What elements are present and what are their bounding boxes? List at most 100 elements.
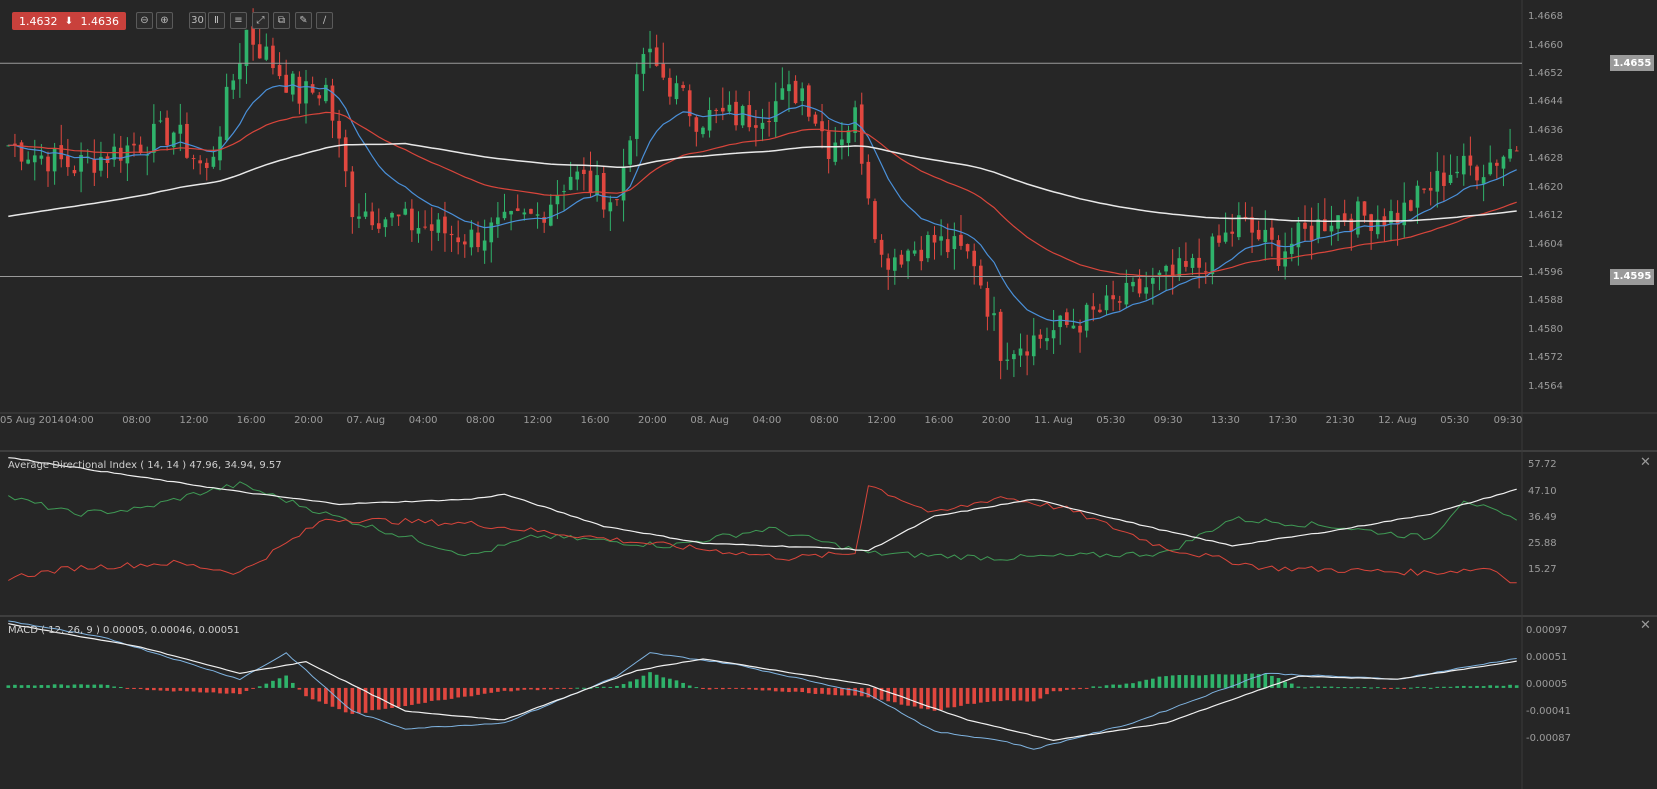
price-axis-tick: 1.4628 [1528,153,1563,165]
settings-icon[interactable]: ≡ [230,12,247,29]
time-axis-label: 04:00 [752,415,782,426]
macd-histogram-bar [112,686,116,688]
macd-histogram-bar [310,687,315,700]
macd-histogram-bar [535,687,540,691]
macd-histogram-bar [277,678,282,688]
candle-body [138,144,143,154]
candle-body [1316,219,1321,239]
time-axis-label: 17:30 [1268,415,1298,426]
candle-body [1078,325,1082,333]
candle-body [615,199,619,201]
macd-histogram-bar [840,687,844,696]
candle-body [840,139,844,146]
macd-histogram-bar [46,685,50,688]
candle-body [760,122,765,129]
candle-body [1402,202,1407,226]
adx-axis-tick: 36.49 [1528,511,1557,523]
candle-body [1415,185,1420,208]
candle-body [370,211,374,226]
chart-type-icon[interactable]: Ⅱ [208,12,225,29]
candle-body [747,105,752,128]
macd-histogram-bar [1402,687,1407,689]
macd-histogram-bar [1375,687,1380,689]
macd-histogram-bar [1296,686,1301,688]
macd-histogram-bar [707,687,712,690]
candle-body [1164,265,1168,272]
candle-body [1084,304,1089,331]
candle-body [1375,219,1380,235]
candle-body [1296,222,1301,248]
candle-body [1336,215,1340,229]
price-axis-tick: 1.4596 [1528,266,1563,278]
candle-body [324,84,328,102]
indicator-icon[interactable]: ∕ [316,12,333,29]
candle-body [1197,257,1201,268]
candle-body [965,244,970,252]
expand-icon[interactable]: ⤢ [252,12,269,29]
candle-body [1230,231,1235,234]
candle-body [99,156,103,171]
zoom-out-icon[interactable]: ⊖ [136,12,153,29]
macd-histogram-bar [284,675,288,688]
candle-body [866,161,871,199]
candle-body [892,257,897,271]
macd-histogram-bar [1111,684,1115,688]
macd-histogram-bar [661,677,666,688]
macd-histogram-bar [542,687,547,690]
candle-body [489,222,494,243]
macd-histogram-bar [555,687,560,689]
macd-histogram-bar [145,687,150,691]
time-axis-label: 16:00 [580,415,610,426]
candle-body [535,214,540,216]
candle-body [118,147,123,161]
macd-histogram-bar [1071,687,1076,690]
candle-body [185,123,189,158]
layers-icon[interactable]: ⧉ [273,12,290,29]
macd-histogram-bar [105,684,110,688]
candle-body [780,88,785,100]
macd-histogram-bar [416,687,421,704]
price-axis-tick: 1.4668 [1528,11,1563,23]
macd-histogram-bar [502,687,507,691]
macd-histogram-bar [932,687,937,711]
candle-body [1369,214,1373,231]
macd-histogram-bar [165,687,169,691]
macd-histogram-bar [118,687,123,689]
close-macd-icon[interactable]: ✕ [1640,618,1651,633]
candle-body [582,169,586,174]
zoom-in-icon[interactable]: ⊕ [156,12,173,29]
candle-body [1289,243,1294,254]
price-quote-box[interactable]: 1.4632 ⬇ 1.4636 [12,12,126,30]
close-adx-icon[interactable]: ✕ [1640,455,1651,470]
macd-histogram-bar [1164,676,1168,688]
macd-histogram-bar [575,687,580,689]
candle-body [1263,229,1268,243]
macd-histogram-bar [1488,685,1493,688]
draw-icon[interactable]: ✎ [295,12,312,29]
macd-histogram-bar [191,687,196,692]
time-axis-label: 12:00 [867,415,897,426]
macd-histogram-bar [998,687,1003,702]
candle-body [1270,227,1274,240]
time-axis-label: 08. Aug [690,415,729,426]
candle-body [1031,335,1036,357]
macd-histogram-bar [1481,686,1486,688]
candle-body [1038,334,1043,339]
candle-body [926,235,930,259]
candle-body [72,170,77,174]
candle-body [668,77,672,97]
timeframe-button[interactable]: 30 [189,12,206,29]
macd-histogram-bar [681,682,685,688]
candle-body [1514,150,1519,152]
macd-histogram-bar [410,687,414,705]
macd-histogram-bar [92,684,97,688]
bid-price: 1.4632 [19,14,58,28]
candle-body [1362,201,1367,216]
candle-body [449,233,454,236]
macd-histogram-bar [1422,687,1426,689]
candle-body [529,208,533,214]
candle-body [522,212,527,215]
macd-histogram-bar [1144,679,1149,688]
candle-body [515,208,520,211]
